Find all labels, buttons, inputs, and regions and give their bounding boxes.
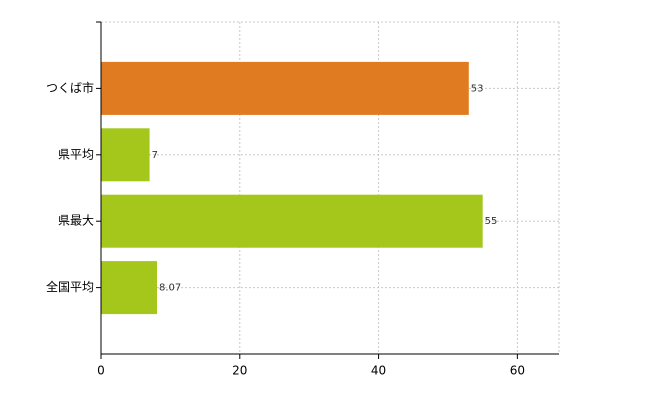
value-label: 8.07 xyxy=(159,283,181,294)
bar xyxy=(101,261,158,315)
y-tick-label: 県平均 xyxy=(58,147,94,161)
bar xyxy=(101,128,150,182)
bar xyxy=(101,194,483,248)
y-tick-label: 全国平均 xyxy=(46,279,94,294)
y-tick-label: 県最大 xyxy=(58,214,94,228)
y-tick-label: つくば市 xyxy=(46,80,94,95)
value-label: 55 xyxy=(485,216,498,227)
x-tick-label: 40 xyxy=(371,364,386,378)
x-tick-label: 20 xyxy=(232,364,247,378)
x-tick-label: 0 xyxy=(97,364,105,378)
x-tick-label: 60 xyxy=(510,364,525,378)
value-label: 53 xyxy=(471,83,484,94)
bar xyxy=(101,61,469,115)
value-label: 7 xyxy=(152,150,158,161)
